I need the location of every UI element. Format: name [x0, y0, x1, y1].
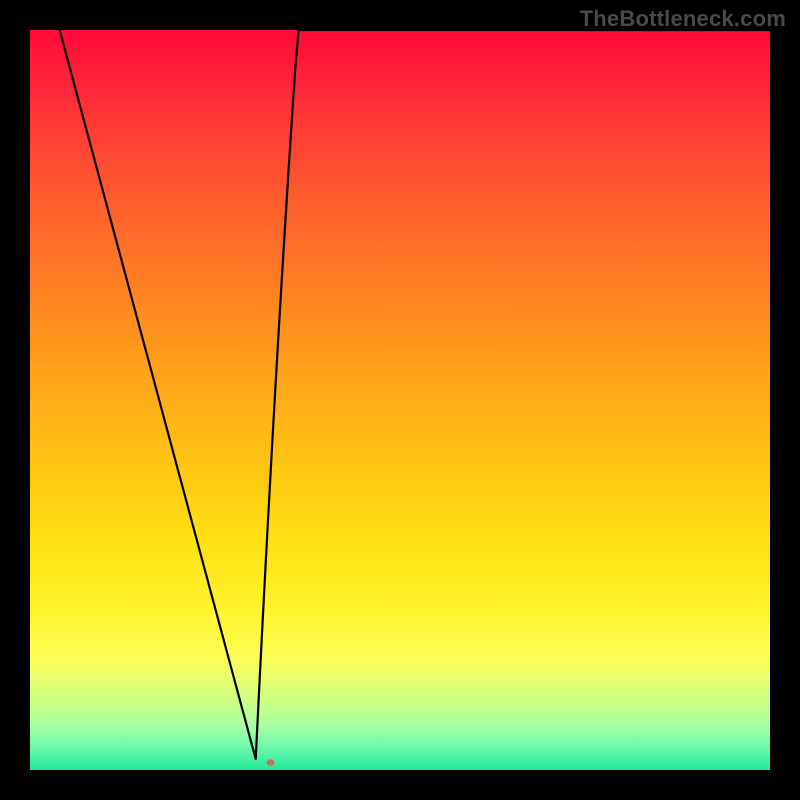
watermark-text: TheBottleneck.com [580, 6, 786, 32]
bottleneck-curve [30, 30, 770, 770]
minimum-marker [267, 759, 275, 765]
plot-area [30, 30, 770, 770]
curve-path [60, 30, 770, 759]
